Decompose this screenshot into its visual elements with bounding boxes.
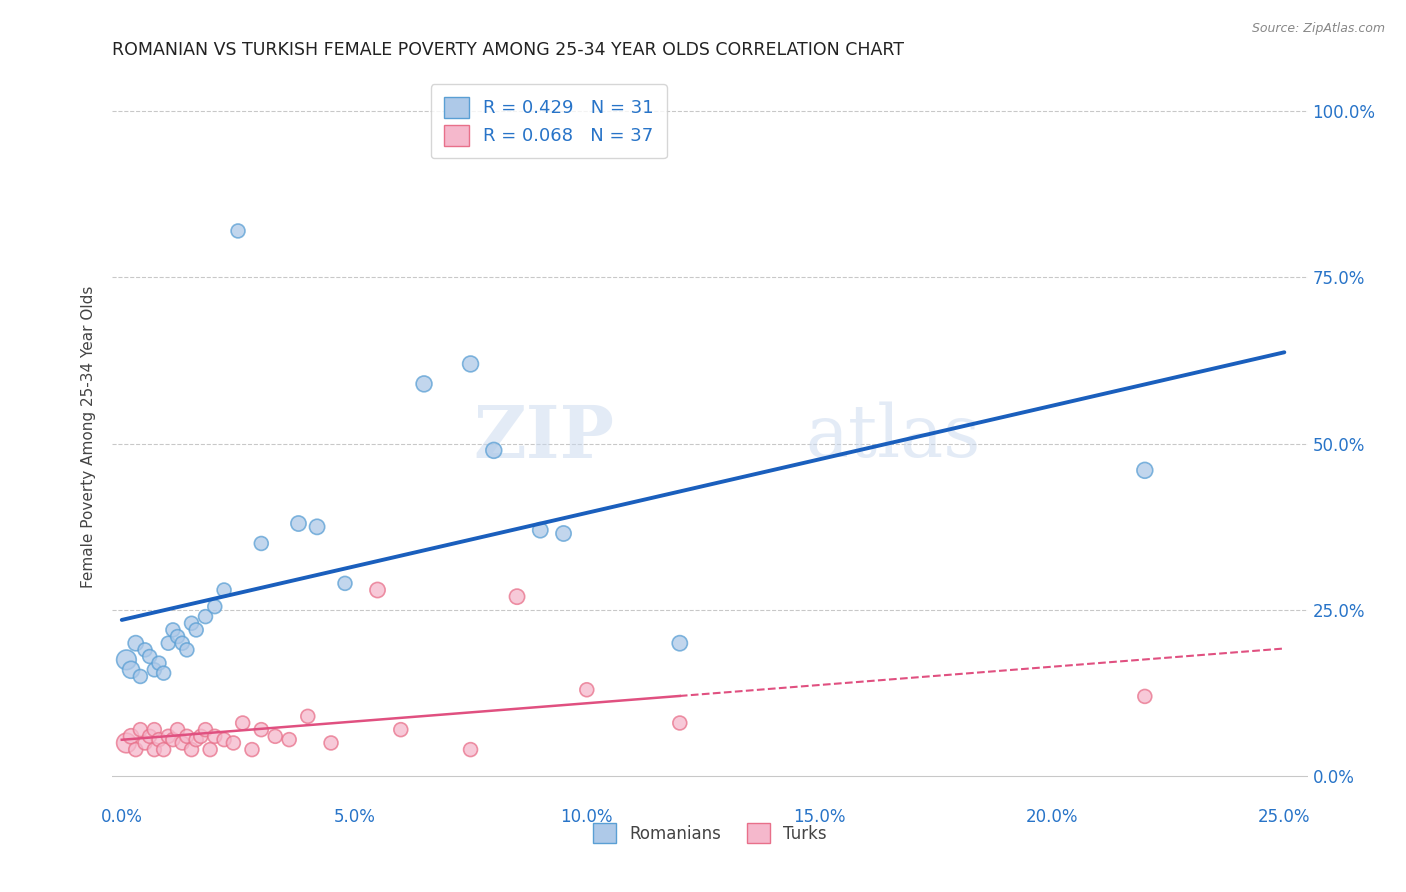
Point bbox=[143, 723, 166, 737]
Point bbox=[240, 742, 263, 756]
Point bbox=[172, 636, 194, 650]
Point bbox=[172, 736, 194, 750]
Point bbox=[319, 736, 342, 750]
Point bbox=[482, 443, 505, 458]
Point bbox=[553, 526, 575, 541]
Point bbox=[198, 742, 221, 756]
Point bbox=[152, 742, 174, 756]
Point bbox=[120, 729, 142, 743]
Point bbox=[250, 536, 273, 550]
Point bbox=[460, 742, 482, 756]
Point bbox=[222, 736, 245, 750]
Point bbox=[460, 357, 482, 371]
Point bbox=[129, 723, 152, 737]
Point bbox=[1133, 463, 1156, 477]
Point bbox=[389, 723, 412, 737]
Point bbox=[129, 669, 152, 683]
Text: Source: ZipAtlas.com: Source: ZipAtlas.com bbox=[1251, 22, 1385, 36]
Point bbox=[506, 590, 529, 604]
Point bbox=[264, 729, 287, 743]
Point bbox=[166, 723, 188, 737]
Point bbox=[194, 609, 217, 624]
Point bbox=[204, 599, 226, 614]
Point bbox=[148, 656, 170, 670]
Point bbox=[166, 630, 188, 644]
Text: atlas: atlas bbox=[806, 401, 981, 473]
Point bbox=[157, 729, 180, 743]
Point bbox=[120, 663, 142, 677]
Point bbox=[190, 729, 212, 743]
Point bbox=[138, 649, 160, 664]
Point bbox=[1133, 690, 1156, 704]
Text: ZIP: ZIP bbox=[474, 401, 614, 473]
Point bbox=[176, 729, 198, 743]
Point bbox=[157, 636, 180, 650]
Point bbox=[162, 732, 184, 747]
Point bbox=[367, 582, 389, 597]
Point bbox=[297, 709, 319, 723]
Point bbox=[413, 376, 436, 391]
Point bbox=[186, 623, 208, 637]
Point bbox=[143, 742, 166, 756]
Point bbox=[134, 736, 156, 750]
Point bbox=[180, 742, 202, 756]
Point bbox=[125, 742, 148, 756]
Point bbox=[287, 516, 309, 531]
Point bbox=[176, 643, 198, 657]
Point bbox=[250, 723, 273, 737]
Point bbox=[212, 582, 235, 597]
Point bbox=[204, 729, 226, 743]
Point bbox=[180, 616, 202, 631]
Point bbox=[148, 732, 170, 747]
Point bbox=[194, 723, 217, 737]
Point bbox=[115, 653, 138, 667]
Y-axis label: Female Poverty Among 25-34 Year Olds: Female Poverty Among 25-34 Year Olds bbox=[80, 286, 96, 588]
Point bbox=[125, 636, 148, 650]
Point bbox=[115, 736, 138, 750]
Point bbox=[529, 523, 551, 537]
Point bbox=[575, 682, 598, 697]
Point bbox=[143, 663, 166, 677]
Point bbox=[669, 716, 692, 731]
Text: ROMANIAN VS TURKISH FEMALE POVERTY AMONG 25-34 YEAR OLDS CORRELATION CHART: ROMANIAN VS TURKISH FEMALE POVERTY AMONG… bbox=[112, 41, 904, 59]
Point bbox=[162, 623, 184, 637]
Point bbox=[307, 520, 329, 534]
Point bbox=[226, 224, 249, 238]
Point bbox=[152, 666, 174, 681]
Legend: Romanians, Turks: Romanians, Turks bbox=[586, 817, 834, 849]
Point bbox=[333, 576, 356, 591]
Point bbox=[669, 636, 692, 650]
Point bbox=[232, 716, 254, 731]
Point bbox=[134, 643, 156, 657]
Point bbox=[138, 729, 160, 743]
Point bbox=[212, 732, 235, 747]
Point bbox=[278, 732, 301, 747]
Point bbox=[186, 732, 208, 747]
